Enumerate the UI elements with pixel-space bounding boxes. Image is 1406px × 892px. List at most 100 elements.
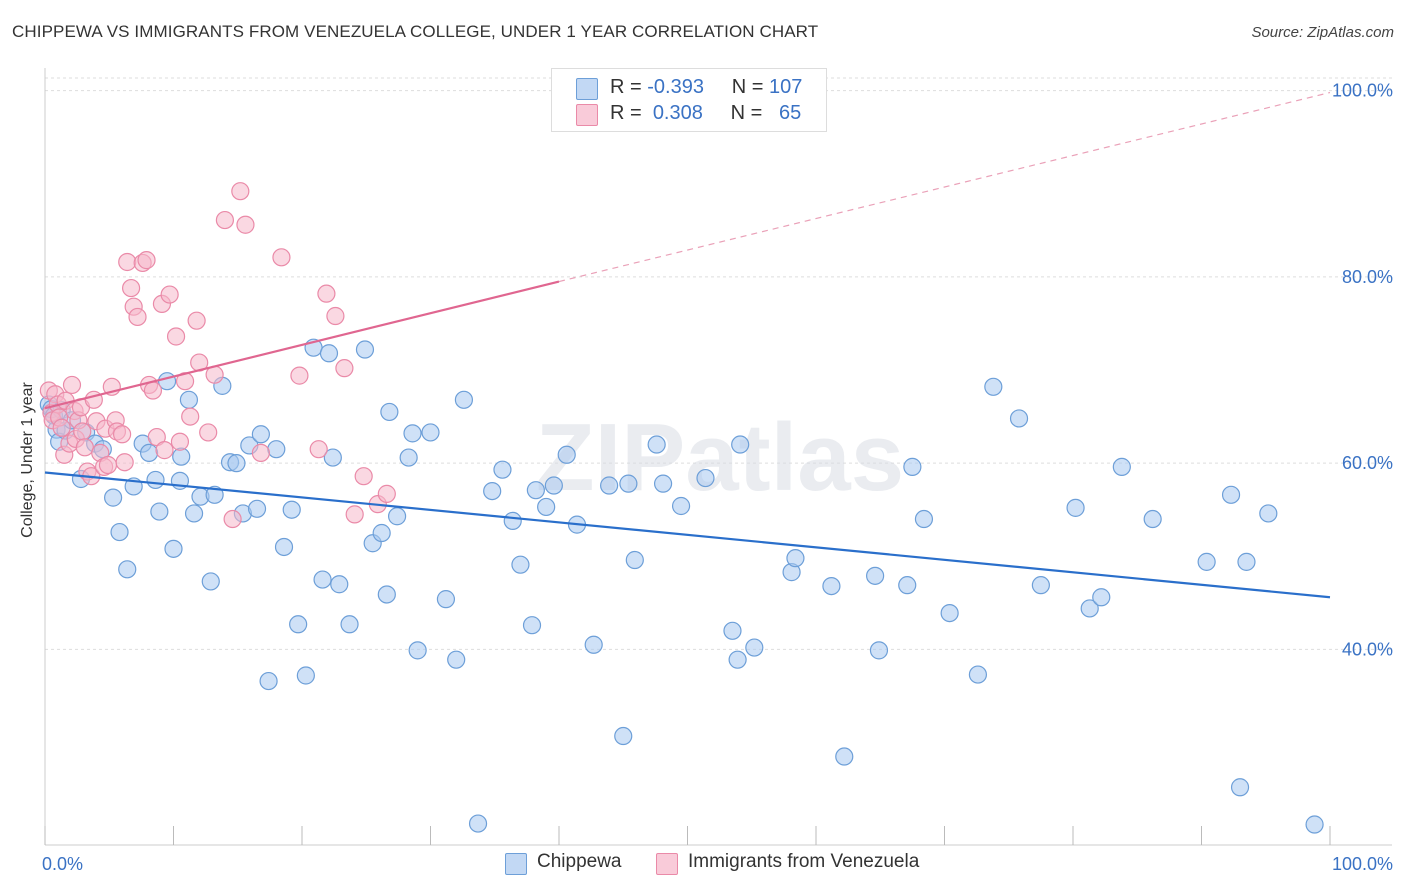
chippewa-point <box>205 485 224 504</box>
chippewa-point <box>671 496 691 516</box>
r-value-venezuela: 0.308 <box>652 102 703 124</box>
y-tick-label: 100.0% <box>1332 81 1393 101</box>
legend-label-chippewa: Chippewa <box>537 851 622 872</box>
venezuela-trend-line <box>44 280 560 410</box>
venezuela-point <box>128 307 147 327</box>
chippewa-point <box>403 424 422 443</box>
chippewa-point <box>164 539 183 558</box>
chippewa-point <box>436 590 456 609</box>
chippewa-point <box>522 616 542 635</box>
chippewa-point <box>728 650 747 669</box>
chippewa-point <box>786 549 805 568</box>
chippewa-point <box>503 511 522 530</box>
venezuela-point <box>290 366 309 385</box>
data-points <box>39 182 1324 834</box>
chippewa-point <box>619 474 638 493</box>
venezuela-point <box>345 505 364 524</box>
venezuela-point <box>199 423 218 442</box>
x-tick-label: 100.0% <box>1332 854 1393 874</box>
chippewa-point <box>227 454 246 473</box>
chippewa-point <box>247 499 267 518</box>
grid-lines <box>45 77 1392 650</box>
chippewa-point <box>869 641 889 660</box>
chippewa-point <box>1112 457 1131 476</box>
venezuela-point <box>335 359 354 378</box>
chippewa-point <box>251 425 270 444</box>
n-value-chippewa: 107 <box>769 76 803 98</box>
venezuela-point <box>121 278 141 298</box>
r-label: R = <box>610 102 642 124</box>
chippewa-point <box>537 497 556 517</box>
chippewa-point <box>526 481 545 500</box>
venezuela-point <box>73 422 92 441</box>
chippewa-point <box>267 440 286 459</box>
chippewa-point <box>557 445 576 464</box>
chippewa-point <box>399 448 418 467</box>
chippewa-point <box>745 638 764 657</box>
venezuela-point <box>187 311 206 330</box>
venezuela-point <box>309 440 328 459</box>
chippewa-point <box>110 522 129 542</box>
chart-title: CHIPPEWA VS IMMIGRANTS FROM VENEZUELA CO… <box>12 22 819 41</box>
correlation-legend: R = -0.393 N = 107 R = 0.308 N = 65 <box>551 68 827 132</box>
venezuela-trend-extension <box>558 91 1331 283</box>
chippewa-point <box>468 814 488 833</box>
chippewa-point <box>1221 485 1241 504</box>
chippewa-point <box>625 550 644 570</box>
r-label: R = <box>610 76 642 98</box>
watermark: ZIPatlas <box>536 404 904 511</box>
venezuela-point <box>236 215 255 234</box>
chippewa-point <box>355 340 375 359</box>
chippewa-trend-line <box>44 471 1331 599</box>
chippewa-point <box>544 476 563 495</box>
chippewa-point <box>454 390 474 409</box>
venezuela-point <box>166 327 186 346</box>
chippewa-point <box>822 576 841 596</box>
chippewa-point <box>1197 552 1216 571</box>
chippewa-point <box>179 390 199 409</box>
chippewa-point <box>984 377 1003 396</box>
chippewa-point <box>483 481 502 501</box>
venezuela-point <box>155 441 174 460</box>
chippewa-point <box>319 344 339 363</box>
chippewa-point <box>372 523 391 543</box>
venezuela-point <box>215 210 234 230</box>
venezuela-point <box>75 438 94 457</box>
venezuela-point <box>160 285 179 304</box>
chippewa-point <box>408 641 427 660</box>
n-label: N = <box>731 76 764 98</box>
chippewa-point <box>1230 778 1250 797</box>
chippewa-point <box>600 476 619 495</box>
chippewa-point <box>274 537 294 557</box>
chippewa-point <box>866 566 885 585</box>
chippewa-point <box>259 671 278 691</box>
y-tick-label: 60.0% <box>1342 453 1393 473</box>
chippewa-point <box>1080 599 1099 618</box>
chippewa-point <box>493 460 512 479</box>
chippewa-point <box>380 402 399 422</box>
chippewa-point <box>118 560 137 579</box>
chippewa-point <box>150 502 169 521</box>
chippewa-point <box>968 665 988 684</box>
chippewa-point <box>584 635 603 654</box>
chippewa-point <box>1066 498 1085 517</box>
chippewa-point <box>1237 552 1256 571</box>
chippewa-point <box>914 509 934 529</box>
venezuela-point <box>181 407 200 426</box>
axes <box>44 68 1392 846</box>
chippewa-point <box>940 603 959 623</box>
legend-swatch-pink <box>576 104 598 126</box>
r-value-chippewa: -0.393 <box>647 76 704 98</box>
legend-label-venezuela: Immigrants from Venezuela <box>688 851 920 872</box>
tick-labels: 40.0% 60.0% 80.0% 100.0% 0.0% 100.0% <box>42 81 1393 874</box>
y-tick-label: 40.0% <box>1342 639 1393 659</box>
chippewa-point <box>201 572 220 591</box>
chippewa-point <box>511 555 530 574</box>
venezuela-point <box>62 375 82 395</box>
venezuela-point <box>377 484 396 503</box>
venezuela-point <box>112 425 132 444</box>
venezuela-point <box>137 251 156 270</box>
venezuela-point <box>317 284 336 303</box>
chippewa-point <box>1259 504 1278 523</box>
chippewa-point <box>1031 576 1050 595</box>
